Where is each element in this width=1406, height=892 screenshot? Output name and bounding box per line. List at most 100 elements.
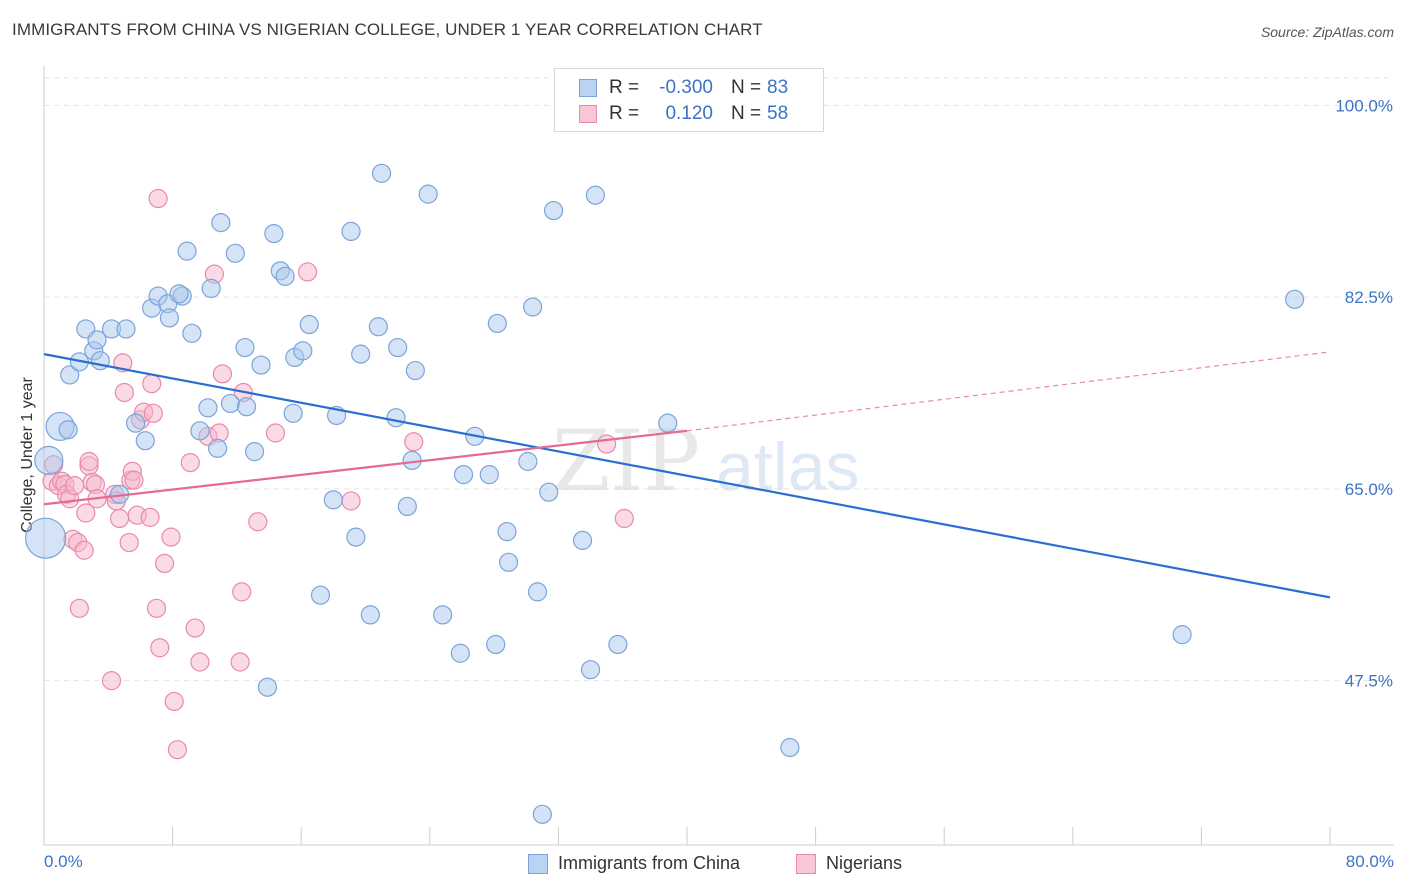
- nigerians-point: [119, 532, 139, 553]
- china-point: [453, 465, 474, 485]
- china-point: [486, 634, 506, 655]
- china-point: [182, 323, 202, 343]
- china-point: [532, 804, 552, 824]
- nigerians-point: [614, 508, 634, 529]
- china-point: [34, 445, 64, 476]
- china-point: [235, 337, 255, 358]
- legend-item-nigeria[interactable]: Nigerians: [796, 853, 902, 874]
- n-label: N =: [731, 77, 762, 98]
- y-tick-label: 82.5%: [1345, 288, 1393, 307]
- china-point: [585, 185, 605, 205]
- china-point: [346, 527, 366, 547]
- china-legend-swatch: [528, 853, 548, 874]
- nigerians-point: [248, 512, 268, 532]
- nigerians-point: [341, 491, 361, 511]
- china-point: [236, 397, 257, 417]
- n-value-nigeria: 58: [767, 103, 789, 124]
- china-point: [275, 266, 295, 286]
- nigerians-point: [265, 423, 286, 443]
- china-point: [211, 213, 231, 233]
- china-point: [257, 677, 278, 697]
- china-point: [450, 643, 470, 663]
- china-legend-label: Immigrants from China: [558, 853, 741, 873]
- nigerians-trend-line: [43, 429, 688, 506]
- y-tick-label: 47.5%: [1345, 672, 1393, 691]
- chart-title: IMMIGRANTS FROM CHINA VS NIGERIAN COLLEG…: [12, 20, 763, 39]
- china-point: [116, 319, 136, 339]
- nigeria-legend-swatch: [796, 853, 816, 874]
- china-point: [135, 431, 155, 451]
- y-tick-label: 65.0%: [1345, 480, 1393, 499]
- china-point: [518, 451, 538, 472]
- trend-lines: [43, 351, 1331, 599]
- n-value-china: 83: [767, 77, 789, 98]
- china-point: [572, 530, 593, 550]
- china-point: [264, 223, 284, 244]
- china-point: [360, 605, 380, 625]
- nigerians-point: [150, 638, 170, 658]
- nigerians-point: [143, 403, 163, 423]
- china-point: [580, 660, 601, 680]
- correlation-legend: R = -0.300 N = 83 R = 0.120 N = 58: [554, 68, 824, 132]
- watermark-zip: ZIP: [552, 412, 700, 510]
- china-point: [293, 341, 313, 361]
- china-point: [220, 393, 241, 414]
- china-point: [433, 605, 453, 625]
- nigerians-point: [101, 671, 122, 691]
- nigerians-point: [114, 382, 134, 403]
- legend-row-nigeria: R = 0.120 N = 58: [579, 101, 788, 127]
- china-point: [251, 355, 271, 375]
- nigerians-point: [164, 691, 184, 712]
- china-point: [299, 314, 319, 335]
- china-point: [497, 522, 517, 542]
- nigeria-swatch: [579, 105, 597, 123]
- china-point: [487, 313, 507, 334]
- china-point: [126, 413, 146, 433]
- nigerians-point: [167, 740, 188, 760]
- china-point: [58, 420, 78, 440]
- china-point: [208, 438, 228, 458]
- y-tick-label: 100.0%: [1335, 96, 1393, 115]
- china-point: [283, 403, 303, 423]
- china-point: [479, 465, 499, 485]
- china-point: [1285, 289, 1305, 309]
- nigerians-point: [140, 507, 160, 527]
- china-point: [25, 517, 67, 559]
- china-point: [405, 360, 425, 381]
- china-point: [177, 241, 197, 261]
- china-point: [87, 330, 107, 350]
- x-tick-label-max: 80.0%: [1345, 852, 1394, 871]
- china-point: [388, 337, 408, 358]
- china-swatch: [579, 79, 597, 97]
- n-label: N =: [731, 103, 762, 124]
- r-value-china: -0.300: [659, 77, 713, 98]
- china-point: [418, 184, 438, 204]
- series-legend: Immigrants from China Nigerians: [0, 853, 1406, 877]
- china-point: [341, 221, 361, 241]
- nigerians-point: [161, 527, 181, 547]
- legend-row-china: R = -0.300 N = 83: [579, 75, 788, 101]
- china-point: [198, 398, 218, 418]
- china-point: [60, 365, 80, 385]
- nigerians-point: [124, 470, 144, 490]
- china-point: [658, 413, 678, 433]
- nigerians-point: [185, 618, 205, 638]
- china-point: [323, 490, 343, 510]
- nigerians-point: [79, 451, 99, 472]
- nigerians-point: [142, 374, 162, 394]
- china-point: [539, 482, 559, 502]
- china-point: [543, 200, 564, 221]
- r-label: R =: [609, 103, 640, 124]
- legend-item-china[interactable]: Immigrants from China: [528, 853, 740, 874]
- y-tick-labels: 47.5% 65.0% 82.5% 100.0%: [1335, 96, 1393, 690]
- china-point: [169, 284, 189, 304]
- nigerians-point: [69, 598, 89, 618]
- china-point: [397, 496, 417, 517]
- china-point: [498, 552, 519, 572]
- china-point: [351, 344, 371, 364]
- nigerians-point: [190, 652, 210, 672]
- nigerians-trend-extension: [686, 351, 1331, 432]
- china-point: [371, 163, 392, 183]
- china-point: [1172, 625, 1192, 645]
